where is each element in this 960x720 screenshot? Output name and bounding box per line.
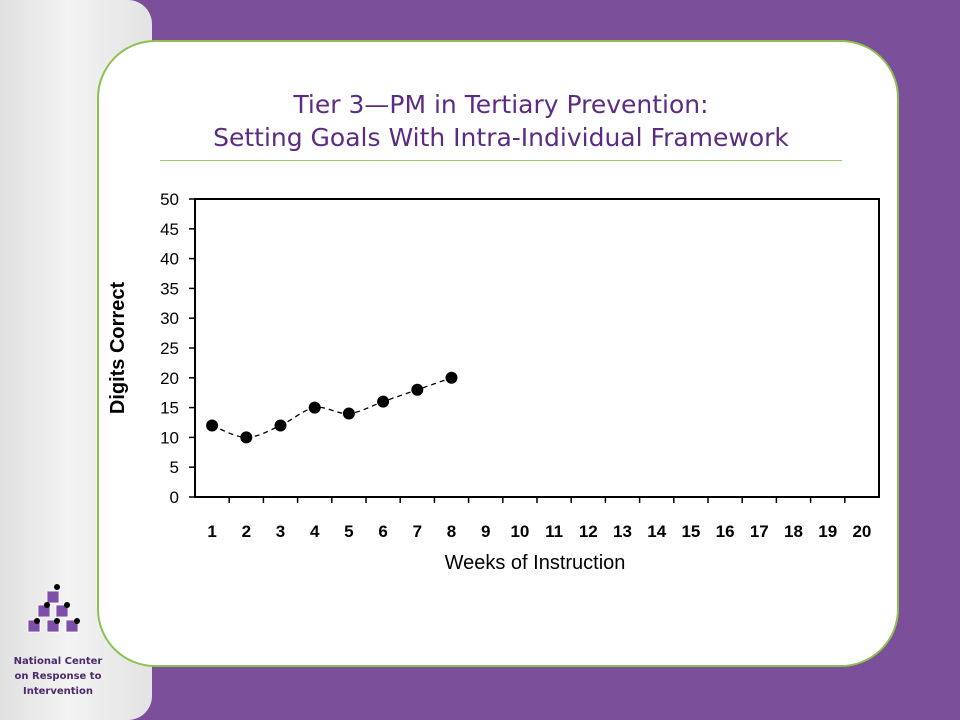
data-point: [206, 419, 219, 432]
data-point: [342, 407, 355, 420]
x-tick-label: 1: [207, 522, 216, 541]
data-point: [240, 431, 253, 444]
x-tick-label: 19: [818, 522, 837, 541]
org-line-2: on Response to: [14, 671, 102, 682]
x-tick-label: 5: [344, 522, 353, 541]
org-line-1: National Center: [13, 656, 103, 667]
data-point: [411, 383, 424, 396]
organization-name: National Center on Response to Intervent…: [4, 654, 112, 699]
x-tick-label: 8: [447, 522, 456, 541]
x-tick-label: 3: [276, 522, 285, 541]
y-tick-label: 30: [160, 309, 179, 328]
y-tick-label: 15: [160, 399, 179, 418]
x-tick-label: 11: [545, 522, 563, 541]
y-tick-label: 0: [170, 488, 179, 507]
y-tick-label: 25: [160, 339, 179, 358]
data-point: [308, 401, 321, 414]
x-tick-label: 9: [481, 522, 490, 541]
title-divider: [160, 160, 842, 161]
title-line-2: Setting Goals With Intra-Individual Fram…: [213, 123, 789, 152]
y-tick-label: 45: [160, 220, 179, 239]
x-tick-label: 4: [310, 522, 320, 541]
x-tick-label: 6: [378, 522, 387, 541]
x-tick-label: 17: [750, 522, 769, 541]
x-tick-label: 14: [647, 522, 666, 541]
x-tick-label: 7: [413, 522, 422, 541]
y-tick-label: 50: [160, 190, 179, 209]
x-tick-label: 18: [784, 522, 803, 541]
y-axis-label: Digits Correct: [107, 282, 129, 415]
data-point: [377, 395, 390, 408]
x-tick-label: 16: [716, 522, 735, 541]
org-line-3: Intervention: [23, 686, 93, 697]
x-tick-label: 10: [510, 522, 529, 541]
x-tick-label: 12: [579, 522, 598, 541]
x-tick-label: 13: [613, 522, 632, 541]
data-point: [274, 419, 287, 432]
y-tick-label: 40: [160, 250, 179, 269]
y-tick-label: 20: [160, 369, 179, 388]
slide-title: Tier 3—PM in Tertiary Prevention: Settin…: [160, 88, 842, 154]
data-point: [445, 371, 458, 384]
x-tick-label: 20: [852, 522, 871, 541]
y-tick-label: 35: [160, 279, 179, 298]
title-line-1: Tier 3—PM in Tertiary Prevention:: [293, 90, 709, 119]
y-tick-label: 10: [160, 428, 179, 447]
x-tick-label: 2: [242, 522, 251, 541]
stacked-cubes-logo-icon: [27, 584, 80, 633]
x-tick-label: 15: [681, 522, 700, 541]
x-axis-label: Weeks of Instruction: [445, 552, 626, 574]
plot-area: [194, 198, 880, 498]
y-tick-label: 5: [170, 458, 179, 477]
